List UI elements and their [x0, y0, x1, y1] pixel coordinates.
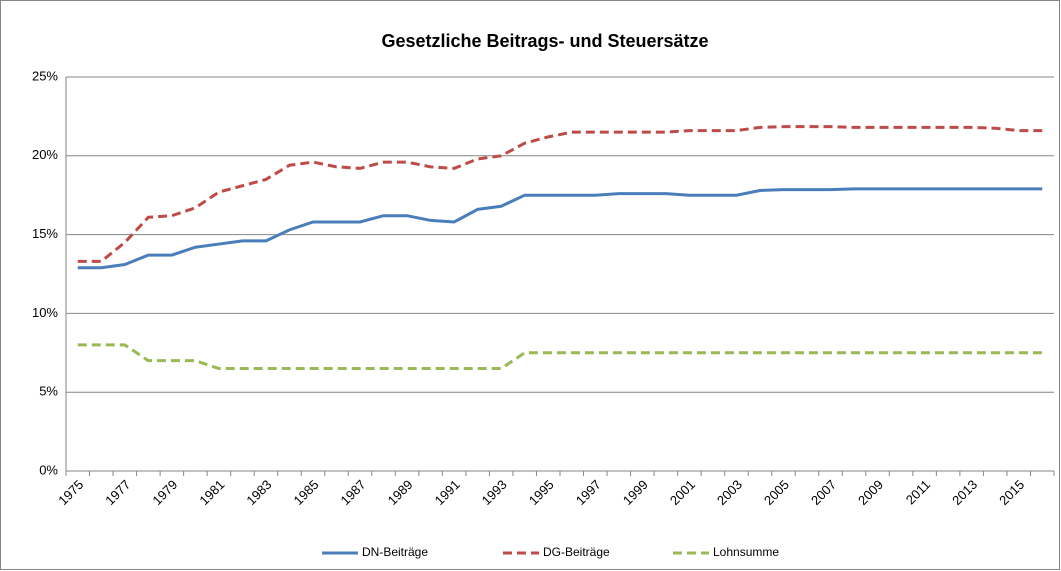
legend-label: DN-Beiträge	[362, 545, 428, 559]
data-line	[77, 125, 1043, 263]
y-tick-label: 5%	[39, 384, 58, 399]
y-tick-label: 0%	[39, 462, 58, 477]
legend-label: Lohnsumme	[713, 545, 779, 559]
data-line	[77, 343, 1043, 371]
data-line	[77, 187, 1043, 270]
chart-title: Gesetzliche Beitrags- und Steuersätze	[381, 31, 708, 51]
legend-label: DG-Beiträge	[543, 545, 610, 559]
y-tick-label: 15%	[32, 226, 58, 241]
y-tick-label: 25%	[32, 68, 58, 83]
y-tick-label: 10%	[32, 305, 58, 320]
y-tick-label: 20%	[32, 147, 58, 162]
